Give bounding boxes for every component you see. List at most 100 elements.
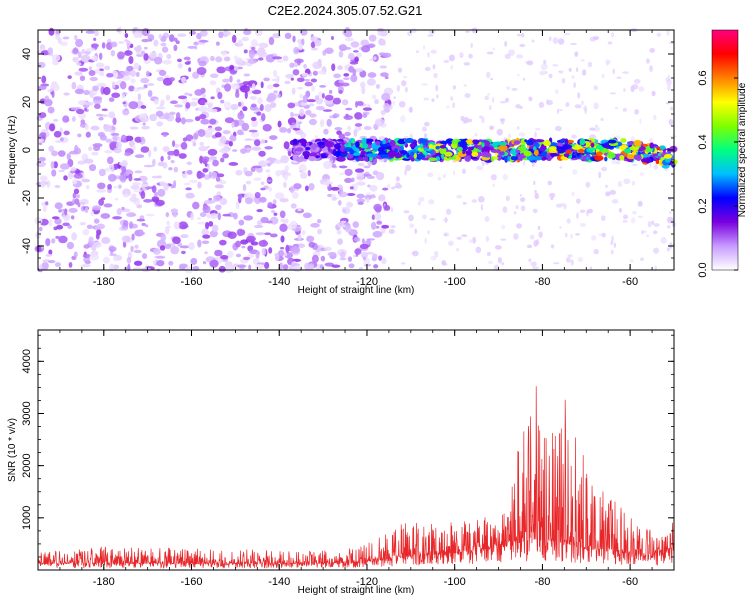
heatmap-cell (317, 218, 322, 224)
heatmap-cell (362, 113, 368, 118)
heatmap-cell (381, 257, 387, 265)
heatmap-cell (567, 254, 573, 258)
heatmap-cell (430, 49, 437, 54)
heatmap-cell (47, 106, 55, 114)
heatmap-cell (345, 107, 353, 111)
heatmap-cell (314, 39, 322, 47)
heatmap-cell (160, 233, 167, 242)
heatmap-cell (485, 235, 490, 242)
heatmap-cell (184, 61, 191, 65)
heatmap-cell (299, 138, 307, 144)
heatmap-cell (295, 122, 300, 129)
heatmap-cell (420, 143, 424, 149)
heatmap-cell (266, 220, 273, 224)
heatmap-cell (140, 191, 146, 199)
heatmap-cell (387, 104, 393, 110)
heatmap-cell (634, 109, 640, 115)
heatmap-cell (344, 177, 353, 184)
heatmap-cell (573, 81, 576, 89)
heatmap-cell (528, 258, 532, 263)
heatmap-cell (130, 184, 140, 190)
heatmap-cell (509, 148, 519, 155)
heatmap-cell (601, 215, 606, 221)
snr-x-ticks: -180 -160 -140 -120 -100 -80 -60 (37, 330, 675, 588)
heatmap-cell (354, 68, 364, 73)
heatmap-cell (154, 192, 158, 197)
heatmap-cell (268, 186, 272, 192)
colorbar-tick-label: 0.6 (697, 70, 709, 85)
heatmap-cell (526, 244, 532, 249)
heatmap-cell (366, 175, 376, 180)
heatmap-cell (78, 100, 87, 106)
heatmap-cell (96, 82, 107, 88)
heatmap-cell (492, 183, 495, 187)
heatmap-cell (247, 58, 258, 64)
heatmap-cell (142, 122, 146, 126)
heatmap-cell (74, 144, 79, 153)
colorbar-tick-label: 0.4 (697, 134, 709, 149)
heatmap-cell (38, 157, 46, 162)
heatmap-cell (143, 84, 148, 89)
heatmap-cell (75, 194, 80, 198)
heatmap-cell (653, 223, 660, 227)
heatmap-cell (310, 41, 316, 49)
heatmap-cell (363, 165, 371, 169)
heatmap-cell (591, 235, 597, 241)
heatmap-cell (166, 53, 172, 60)
heatmap-cell (486, 251, 491, 257)
heatmap-cell (337, 200, 342, 206)
colorbar-ticks: 0.0 0.2 0.4 0.6 (697, 70, 738, 278)
heatmap-cell (361, 137, 367, 144)
heatmap-cell (630, 217, 636, 224)
heatmap-cell (230, 103, 239, 111)
heatmap-cell (414, 228, 418, 234)
heatmap-cell (121, 71, 131, 76)
heatmap-cell (388, 228, 395, 234)
heatmap-cell (272, 56, 283, 60)
heatmap-cell (62, 115, 70, 123)
heatmap-cell (124, 50, 133, 56)
heatmap-cell (356, 193, 365, 199)
heatmap-cell (533, 149, 539, 156)
heatmap-cell (128, 221, 134, 229)
heatmap-cell (360, 150, 367, 155)
heatmap-cell (550, 244, 555, 249)
heatmap-cell (262, 123, 272, 132)
heatmap-cell (308, 183, 315, 191)
heatmap-cell (338, 165, 348, 169)
heatmap-cell (291, 87, 296, 95)
heatmap-cell (633, 139, 642, 147)
heatmap-cell (244, 138, 253, 141)
heatmap-cell (73, 34, 78, 41)
heatmap-cell (197, 181, 202, 189)
heatmap-cell (443, 59, 450, 64)
heatmap-cell (80, 119, 86, 125)
heatmap-cell (311, 84, 315, 92)
heatmap-cell (534, 139, 545, 143)
heatmap-cell (485, 71, 491, 79)
heatmap-cell (647, 220, 652, 228)
heatmap-cell (124, 32, 129, 38)
heatmap-cell (177, 58, 182, 63)
heatmap-cell (453, 170, 456, 176)
heatmap-cell (267, 201, 273, 208)
heatmap-cell (561, 77, 566, 84)
heatmap-cell (352, 221, 360, 228)
heatmap-cell (407, 31, 413, 36)
heatmap-cell (215, 56, 223, 63)
heatmap-cell (246, 235, 256, 243)
heatmap-cell (461, 168, 466, 175)
heatmap-cell (327, 146, 331, 151)
heatmap-cell (549, 153, 560, 157)
heatmap-cell (347, 126, 351, 131)
heatmap-cell (463, 84, 468, 87)
heatmap-cell (201, 240, 210, 245)
heatmap-cell (72, 56, 79, 63)
heatmap-cell (253, 139, 261, 147)
heatmap-cell (98, 198, 104, 206)
heatmap-cell (88, 236, 94, 244)
heatmap-cell (646, 234, 649, 238)
heatmap-cell (242, 256, 251, 261)
heatmap-cell (439, 145, 447, 149)
heatmap-cell (263, 77, 270, 82)
